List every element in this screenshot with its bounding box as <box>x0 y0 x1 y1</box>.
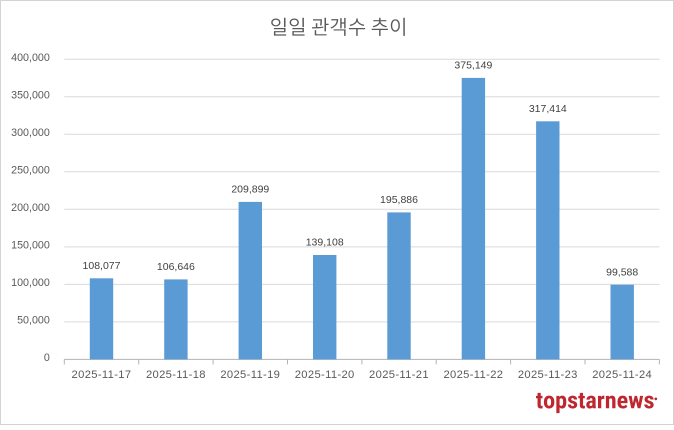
svg-text:99,588: 99,588 <box>606 266 638 278</box>
svg-text:2025-11-22: 2025-11-22 <box>443 369 503 381</box>
svg-text:195,886: 195,886 <box>380 194 418 206</box>
svg-text:2025-11-19: 2025-11-19 <box>220 369 280 381</box>
svg-text:100,000: 100,000 <box>11 277 50 289</box>
svg-text:0: 0 <box>44 352 50 364</box>
svg-text:209,899: 209,899 <box>231 184 269 196</box>
svg-text:250,000: 250,000 <box>11 164 50 176</box>
svg-text:400,000: 400,000 <box>11 52 50 64</box>
svg-text:200,000: 200,000 <box>11 202 50 214</box>
svg-text:2025-11-20: 2025-11-20 <box>295 369 355 381</box>
svg-text:2025-11-23: 2025-11-23 <box>518 369 578 381</box>
svg-text:139,108: 139,108 <box>306 237 344 249</box>
svg-text:375,149: 375,149 <box>454 60 492 72</box>
svg-text:106,646: 106,646 <box>157 261 195 273</box>
svg-text:108,077: 108,077 <box>83 260 121 272</box>
svg-text:317,414: 317,414 <box>529 103 567 115</box>
svg-text:2025-11-24: 2025-11-24 <box>592 369 652 381</box>
svg-text:50,000: 50,000 <box>17 315 50 327</box>
svg-text:150,000: 150,000 <box>11 240 50 252</box>
svg-text:300,000: 300,000 <box>11 127 50 139</box>
svg-text:2025-11-18: 2025-11-18 <box>146 369 206 381</box>
svg-text:2025-11-17: 2025-11-17 <box>72 369 132 381</box>
svg-text:350,000: 350,000 <box>11 89 50 101</box>
svg-text:2025-11-21: 2025-11-21 <box>369 369 429 381</box>
